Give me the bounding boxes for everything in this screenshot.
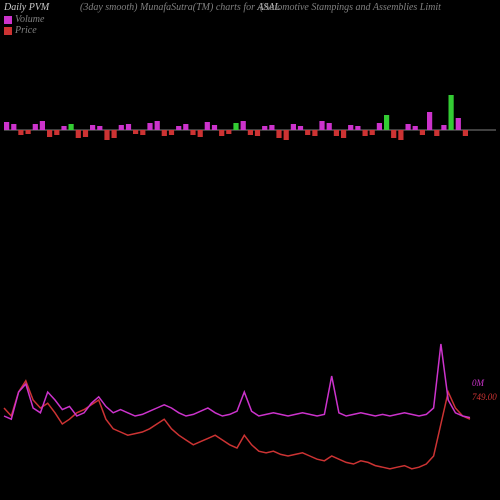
chart-container: Daily PVM (3day smooth) MunafaSutra(TM) …: [0, 0, 500, 500]
axis-label-volume: 0M: [472, 378, 484, 388]
axis-label-price: 749.00: [472, 392, 497, 402]
lower-line-chart: [0, 0, 500, 500]
